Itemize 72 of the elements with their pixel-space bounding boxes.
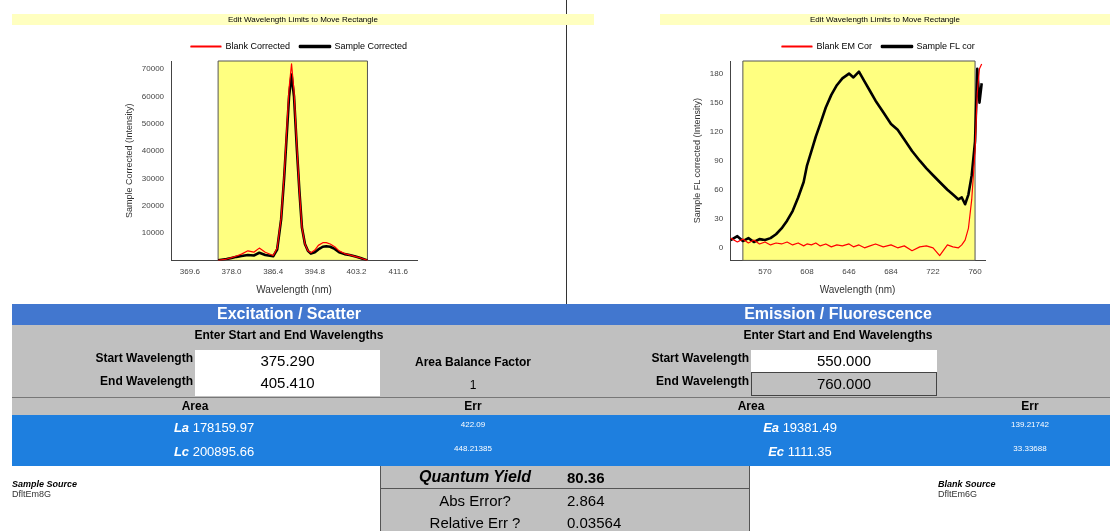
- text: Lc 200895.66: [173, 443, 255, 459]
- text: Err: [464, 399, 482, 413]
- y-axis-title: Sample FL corrected (Intensity): [691, 98, 702, 224]
- text: Start Wavelength: [95, 351, 193, 365]
- y-tick-label: 150: [709, 97, 724, 107]
- y-tick-label: 20000: [141, 200, 165, 210]
- text: 422.09: [460, 419, 486, 429]
- x-tick-label: 394.8: [304, 267, 326, 277]
- x-tick-label: 386.4: [263, 267, 284, 277]
- x-tick-label: 608: [800, 267, 815, 277]
- text: La 178159.97: [173, 419, 255, 435]
- x-tick-label: 684: [884, 267, 899, 277]
- x-tick-label: 411.6: [388, 267, 409, 277]
- chart-title: Edit Wavelength Limits to Move Rectangle: [12, 14, 594, 25]
- y-tick-label: 60000: [141, 91, 165, 101]
- y-tick-label: 0: [718, 243, 724, 253]
- x-tick-label: 646: [842, 267, 857, 277]
- y-tick-label: 30: [714, 213, 724, 223]
- input-field: 550.000: [751, 350, 937, 372]
- y-tick-label: 120: [709, 126, 724, 136]
- text: 0.03564: [567, 513, 622, 531]
- y-tick-label: 30000: [141, 173, 165, 183]
- y-tick-label: 50000: [141, 119, 165, 129]
- text: Excitation / Scatter: [216, 305, 362, 323]
- legend-label: Blank EM Cor: [816, 40, 872, 51]
- x-axis-title: Wavelength (nm): [256, 283, 332, 295]
- x-tick-label: 722: [926, 267, 941, 277]
- text: Ec 1111.35: [768, 443, 832, 459]
- input-field: 405.410: [195, 372, 380, 396]
- legend-label: Blank Corrected: [225, 40, 290, 51]
- text: 448.21385: [454, 443, 492, 453]
- x-tick-label: 378.0: [221, 267, 243, 277]
- text: Enter Start and End Wavelengths: [194, 328, 384, 342]
- x-tick-label: 369.6: [179, 267, 201, 277]
- text: Blank Source: [938, 479, 996, 489]
- legend-label: Sample Corrected: [334, 40, 408, 51]
- y-tick-label: 40000: [141, 146, 165, 156]
- text: DfltEm8G: [12, 489, 52, 499]
- y-tick-label: 60: [714, 184, 724, 194]
- text: Start Wavelength: [651, 351, 749, 365]
- text: Enter Start and End Wavelengths: [743, 328, 933, 342]
- text: DfltEm6G: [938, 489, 978, 499]
- x-axis-title: Wavelength (nm): [819, 283, 896, 295]
- text: End Wavelength: [656, 374, 749, 388]
- text: Area Balance Factor: [414, 355, 532, 369]
- text: Quantum Yield: [418, 468, 532, 486]
- text: 1: [469, 378, 477, 392]
- y-tick-label: 180: [709, 68, 724, 78]
- input-field: 760.000: [751, 372, 937, 396]
- text: 80.36: [567, 468, 605, 486]
- x-tick-label: 570: [758, 267, 773, 277]
- y-tick-label: 90: [714, 155, 724, 165]
- text: 139.21742: [1011, 419, 1049, 429]
- y-tick-label: 70000: [141, 64, 165, 74]
- text: Relative Err ?: [429, 513, 521, 531]
- text: Err: [1021, 399, 1039, 413]
- text: 33.33688: [1013, 443, 1047, 453]
- text: 2.864: [567, 491, 605, 509]
- text: Abs Error?: [439, 491, 511, 509]
- chart-title: Edit Wavelength Limits to Move Rectangle: [660, 14, 1110, 25]
- text: Area: [737, 399, 765, 413]
- x-tick-label: 403.2: [346, 267, 368, 277]
- text: End Wavelength: [100, 374, 193, 388]
- text: Sample Source: [12, 479, 78, 489]
- text: Ea 19381.49: [763, 419, 837, 435]
- x-tick-label: 760: [968, 267, 983, 277]
- y-axis-title: Sample Corrected (Intensity): [123, 103, 134, 218]
- text: Emission / Fluorescence: [744, 305, 932, 323]
- y-tick-label: 10000: [141, 228, 165, 238]
- input-field: 375.290: [195, 350, 380, 372]
- legend-label: Sample FL cor: [916, 40, 975, 51]
- text: Area: [181, 399, 209, 413]
